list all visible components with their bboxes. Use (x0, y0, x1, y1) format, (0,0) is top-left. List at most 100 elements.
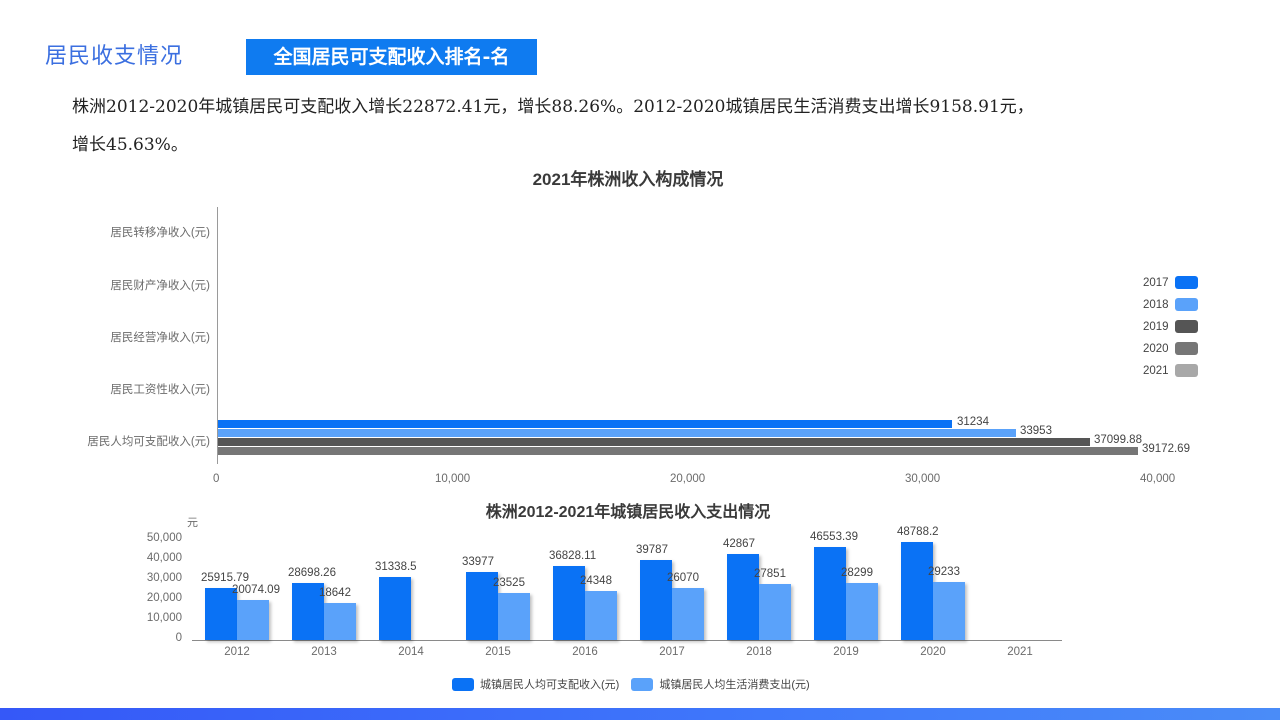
bar-2018 (218, 429, 1016, 437)
x-axis-line (192, 640, 1062, 641)
x-tick: 2021 (1007, 646, 1033, 658)
x-tick: 2016 (572, 646, 598, 658)
legend-swatch (1174, 342, 1198, 355)
bar-value-label: 37099.88 (1094, 434, 1142, 446)
category-label: 居民人均可支配收入(元) (87, 436, 210, 448)
legend-label: 2019 (1143, 320, 1169, 333)
legend-item-2021[interactable]: 2021 (1143, 364, 1198, 377)
legend-item-2017[interactable]: 2017 (1143, 276, 1198, 289)
legend-label: 城镇居民人均可支配收入(元) (480, 679, 620, 691)
x-tick: 2012 (224, 646, 250, 658)
expense-bar (672, 587, 704, 640)
x-tick: 40,000 (1140, 473, 1176, 485)
y-axis-line (217, 207, 218, 464)
legend-item-2018[interactable]: 2018 (1143, 298, 1198, 311)
bar-value-label: 48788.2 (897, 526, 939, 539)
bar-2017 (218, 420, 952, 428)
bar-value-label: 39172.69 (1142, 443, 1190, 455)
income-bar (901, 542, 933, 640)
income-bar (727, 554, 759, 640)
legend-item-2020[interactable]: 2020 (1143, 342, 1198, 355)
income-bar (553, 566, 585, 640)
y-tick: 50,000 (146, 532, 182, 544)
x-tick: 2015 (485, 646, 511, 658)
bar-value-label: 28299 (841, 567, 873, 580)
bar-value-label: 46553.39 (810, 530, 858, 543)
y-tick: 0 (175, 632, 182, 644)
expense-bar (498, 592, 530, 640)
bar-value-label: 23525 (493, 576, 525, 589)
legend-label: 2020 (1143, 342, 1169, 355)
income-bar (814, 546, 846, 640)
bar-2020 (218, 447, 1138, 455)
legend-swatch (1174, 364, 1198, 377)
expense-bar (585, 591, 617, 640)
x-tick: 30,000 (905, 473, 941, 485)
y-tick: 30,000 (146, 572, 182, 584)
footer-bar (0, 708, 1280, 720)
legend-label: 城镇居民人均生活消费支出(元) (659, 679, 810, 691)
x-tick: 20,000 (670, 473, 706, 485)
y-axis-unit: 元 (187, 517, 198, 529)
income-bar (292, 582, 324, 640)
bar-value-label: 36828.11 (549, 550, 597, 563)
bar-value-label: 39787 (636, 544, 668, 557)
category-label: 居民经营净收入(元) (110, 332, 210, 344)
expense-bar (846, 583, 878, 640)
bar-value-label: 26070 (667, 571, 699, 584)
column-legend: 城镇居民人均可支配收入(元) 城镇居民人均生活消费支出(元) (452, 676, 810, 692)
bar-value-label: 28698.26 (288, 566, 336, 579)
x-tick: 2018 (746, 646, 772, 658)
legend-item-expense[interactable]: 城镇居民人均生活消费支出(元) (631, 676, 810, 692)
bar-value-label: 29233 (928, 565, 960, 578)
y-tick: 40,000 (146, 552, 182, 564)
section-title: 居民收支情况 (45, 44, 184, 69)
legend-label: 2021 (1143, 364, 1169, 377)
x-tick: 0 (213, 473, 220, 485)
x-tick: 2020 (920, 646, 946, 658)
hbar-chart-title: 2021年株洲收入构成情况 (532, 170, 724, 189)
expense-bar (237, 599, 269, 640)
income-expense-chart: 50,000 40,000 30,000 20,000 10,000 0 201… (146, 526, 1062, 658)
income-bar (466, 572, 498, 640)
category-label: 居民财产净收入(元) (110, 280, 210, 292)
category-label: 居民工资性收入(元) (110, 384, 210, 396)
ranking-tag: 全国居民可支配收入排名-名 (246, 39, 537, 75)
bar-value-label: 33977 (462, 556, 494, 569)
hbar-legend: 2017 2018 2019 2020 2021 (1143, 276, 1198, 377)
bar-2019 (218, 438, 1090, 446)
x-tick: 2014 (398, 646, 424, 658)
bar-value-label: 42867 (723, 538, 755, 551)
legend-label: 2017 (1143, 276, 1169, 289)
legend-swatch (631, 677, 654, 691)
bar-value-label: 31338.5 (375, 561, 417, 574)
bar-value-label: 24348 (580, 575, 612, 588)
expense-bar (933, 581, 965, 640)
bar-value-label: 18642 (319, 586, 351, 599)
bar-value-label: 25915.79 (201, 572, 249, 585)
category-label: 居民转移净收入(元) (110, 227, 210, 239)
bar-value-label: 20074.09 (232, 583, 280, 596)
legend-item-income[interactable]: 城镇居民人均可支配收入(元) (452, 676, 619, 692)
legend-swatch (1174, 298, 1198, 311)
summary-line-1: 株洲2012-2020年城镇居民可支配收入增长22872.41元，增长88.26… (72, 97, 1034, 117)
expense-bar (759, 584, 791, 640)
bar-value-label: 33953 (1020, 425, 1052, 437)
legend-item-2019[interactable]: 2019 (1143, 320, 1198, 333)
legend-swatch (1174, 320, 1198, 333)
x-tick: 10,000 (435, 473, 471, 485)
income-bar (205, 588, 237, 640)
income-composition-chart: 居民转移净收入(元) 居民财产净收入(元) 居民经营净收入(元) 居民工资性收入… (87, 207, 1198, 485)
income-bar (640, 560, 672, 640)
x-tick: 2013 (311, 646, 337, 658)
expense-bar (324, 602, 356, 640)
summary-text: 株洲2012-2020年城镇居民可支配收入增长22872.41元，增长88.26… (72, 88, 1212, 164)
y-tick: 10,000 (146, 612, 182, 624)
legend-label: 2018 (1143, 298, 1169, 311)
y-tick: 20,000 (146, 592, 182, 604)
legend-swatch (452, 677, 474, 691)
x-tick: 2017 (659, 646, 685, 658)
income-bar (379, 577, 411, 640)
bar-value-label: 31234 (957, 416, 989, 428)
legend-swatch (1174, 276, 1198, 289)
